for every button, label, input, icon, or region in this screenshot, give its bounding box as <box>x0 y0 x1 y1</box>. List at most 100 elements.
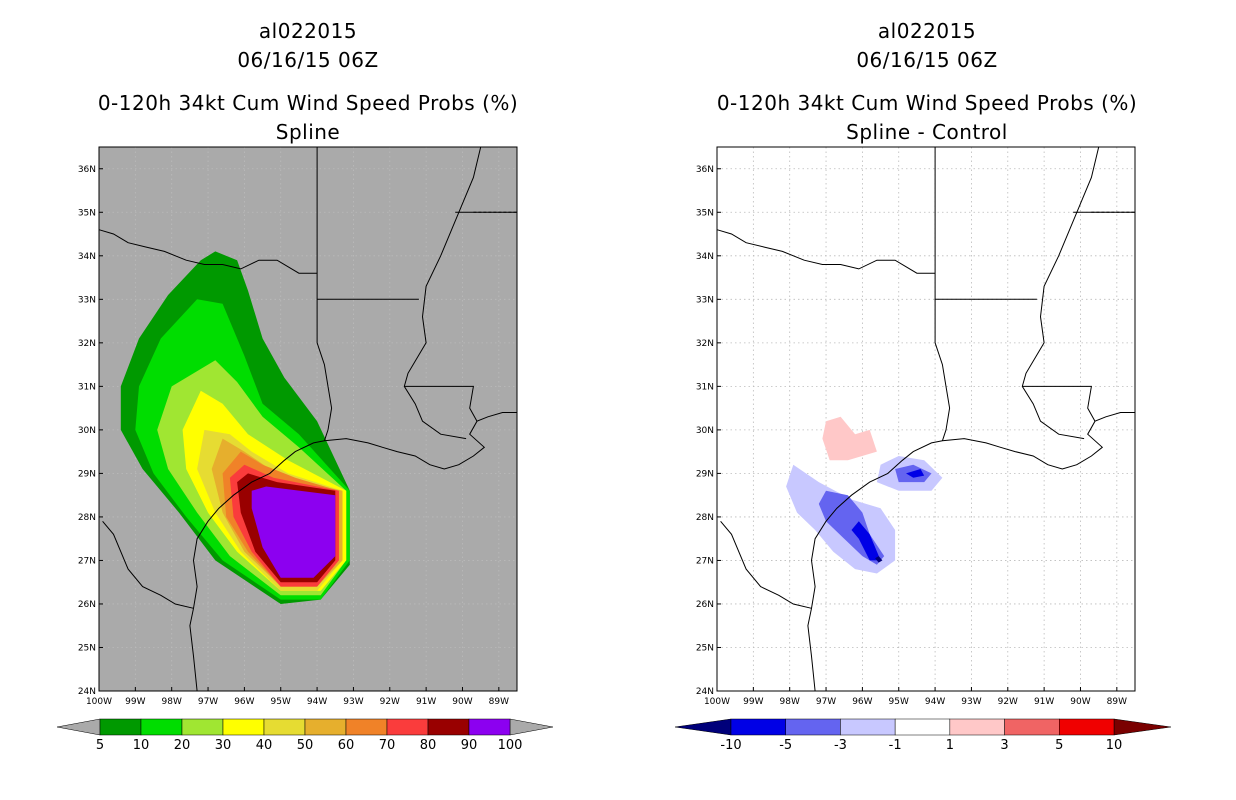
right-map-background <box>717 147 1135 691</box>
left-y-tick-label: 26N <box>78 600 96 610</box>
right-boundary-line <box>716 229 936 274</box>
right-colorbar-under-triangle <box>674 718 732 736</box>
left-colorbar: 5 10 20 30 40 50 60 70 80 90 100 <box>56 718 554 753</box>
left-panel: al022015 06/16/15 06Z 0-120h 34kt Cum Wi… <box>56 19 554 753</box>
left-y-tick-label: 30N <box>78 426 96 436</box>
right-boundary-line <box>720 520 812 609</box>
right-colorbar-label: 10 <box>1106 738 1123 753</box>
right-colorbar-label: -3 <box>834 738 847 753</box>
right-y-ticks: 24N 25N 26N 27N 28N 29N 30N 31N 32N 33N 34N 35N 36N <box>696 165 721 697</box>
left-colorbar-label: 5 <box>96 738 104 753</box>
right-colorbar-swatch <box>785 718 841 736</box>
left-y-tick-label: 25N <box>78 643 96 653</box>
right-title-storm-id: al022015 <box>878 19 976 43</box>
right-colorbar-swatch <box>1004 718 1060 736</box>
left-y-tick-label: 28N <box>78 513 96 523</box>
left-colorbar-swatch <box>181 718 224 736</box>
left-colorbar-swatch <box>304 718 347 736</box>
right-y-tick-label: 31N <box>696 382 714 392</box>
right-y-tick-label: 36N <box>696 165 714 175</box>
left-coastline <box>98 146 517 692</box>
right-y-tick-label: 30N <box>696 426 714 436</box>
right-x-tick-label: 98W <box>780 697 800 707</box>
right-y-tick-label: 33N <box>696 295 714 305</box>
left-y-tick-label: 32N <box>78 339 96 349</box>
left-y-tick-label: 33N <box>78 295 96 305</box>
right-x-tick-label: 91W <box>1034 697 1054 707</box>
right-y-tick-label: 28N <box>696 513 714 523</box>
left-x-tick-label: 94W <box>307 697 327 707</box>
right-x-tick-label: 90W <box>1070 697 1090 707</box>
right-contour-1 <box>822 416 877 461</box>
right-title-datetime: 06/16/15 06Z <box>856 48 997 72</box>
right-x-tick-label: 100W <box>704 697 730 707</box>
left-x-tick-label: 95W <box>271 697 291 707</box>
right-y-tick-label: 25N <box>696 643 714 653</box>
left-y-tick-label: 35N <box>78 208 96 218</box>
left-y-ticks: 24N 25N 26N 27N 28N 29N 30N 31N 32N 33N 34N 35N 36N <box>78 165 103 697</box>
left-x-tick-label: 97W <box>198 697 218 707</box>
right-colorbar-over-triangle <box>1113 718 1172 736</box>
left-y-tick-label: 27N <box>78 556 96 566</box>
right-x-tick-label: 95W <box>889 697 909 707</box>
left-y-tick-label: 31N <box>78 382 96 392</box>
right-x-tick-label: 94W <box>925 697 945 707</box>
right-y-tick-label: 35N <box>696 208 714 218</box>
left-boundary-line <box>316 147 333 441</box>
right-colorbar-label: -10 <box>720 738 741 753</box>
right-colorbar-label: -1 <box>889 738 902 753</box>
right-colorbar-swatch <box>894 718 951 736</box>
right-colorbar-label: 3 <box>1000 738 1008 753</box>
left-x-tick-label: 99W <box>125 697 145 707</box>
left-x-tick-label: 92W <box>380 697 400 707</box>
left-colorbar-label: 20 <box>174 738 191 753</box>
left-colorbar-swatch <box>345 718 388 736</box>
left-boundary-line <box>403 146 482 440</box>
right-contour-neg5 <box>906 469 925 478</box>
left-colorbar-swatch <box>99 718 142 736</box>
left-x-tick-label: 89W <box>489 697 509 707</box>
right-colorbar-label: 1 <box>946 738 954 753</box>
right-x-tick-label: 89W <box>1107 697 1127 707</box>
left-colorbar-label: 70 <box>379 738 396 753</box>
right-colorbar-label: -5 <box>779 738 792 753</box>
right-map-frame <box>716 146 1136 692</box>
left-boundary-line <box>404 385 478 422</box>
left-x-ticks: 100W 99W 98W 97W 96W 95W 94W 93W 92W 91W 90W 89W <box>86 687 509 707</box>
right-x-tick-label: 99W <box>743 697 763 707</box>
left-x-tick-label: 100W <box>86 697 112 707</box>
left-title-storm-id: al022015 <box>259 19 357 43</box>
left-colorbar-under-triangle <box>56 718 101 736</box>
right-colorbar-swatch <box>730 718 786 736</box>
right-boundary-line <box>934 147 951 441</box>
left-boundary-line <box>102 520 194 609</box>
right-x-tick-label: 93W <box>961 697 981 707</box>
right-y-tick-label: 32N <box>696 339 714 349</box>
right-x-tick-label: 92W <box>998 697 1018 707</box>
right-boundary-line <box>1021 146 1100 440</box>
left-contours <box>120 251 350 604</box>
left-title-datetime: 06/16/15 06Z <box>237 48 378 72</box>
left-y-tick-label: 36N <box>78 165 96 175</box>
right-coastline <box>716 146 1135 692</box>
left-colorbar-label: 40 <box>256 738 273 753</box>
left-colorbar-label: 80 <box>420 738 437 753</box>
left-colorbar-label: 50 <box>297 738 314 753</box>
left-colorbar-swatch <box>222 718 265 736</box>
left-colorbar-swatch <box>427 718 470 736</box>
right-y-tick-label: 26N <box>696 600 714 610</box>
right-panel: al022015 06/16/15 06Z 0-120h 34kt Cum Wi… <box>674 19 1172 753</box>
right-colorbar: -10 -5 -3 -1 1 3 5 10 <box>674 718 1172 753</box>
left-colorbar-label: 30 <box>215 738 232 753</box>
left-colorbar-label: 10 <box>133 738 150 753</box>
left-map-frame <box>98 146 518 692</box>
left-y-tick-label: 34N <box>78 252 96 262</box>
right-colorbar-swatch <box>1059 718 1115 736</box>
right-y-tick-label: 27N <box>696 556 714 566</box>
right-y-tick-label: 29N <box>696 469 714 479</box>
left-grid <box>99 147 517 691</box>
right-y-tick-label: 34N <box>696 252 714 262</box>
left-colorbar-swatch <box>140 718 183 736</box>
left-title-method: Spline <box>276 120 340 144</box>
